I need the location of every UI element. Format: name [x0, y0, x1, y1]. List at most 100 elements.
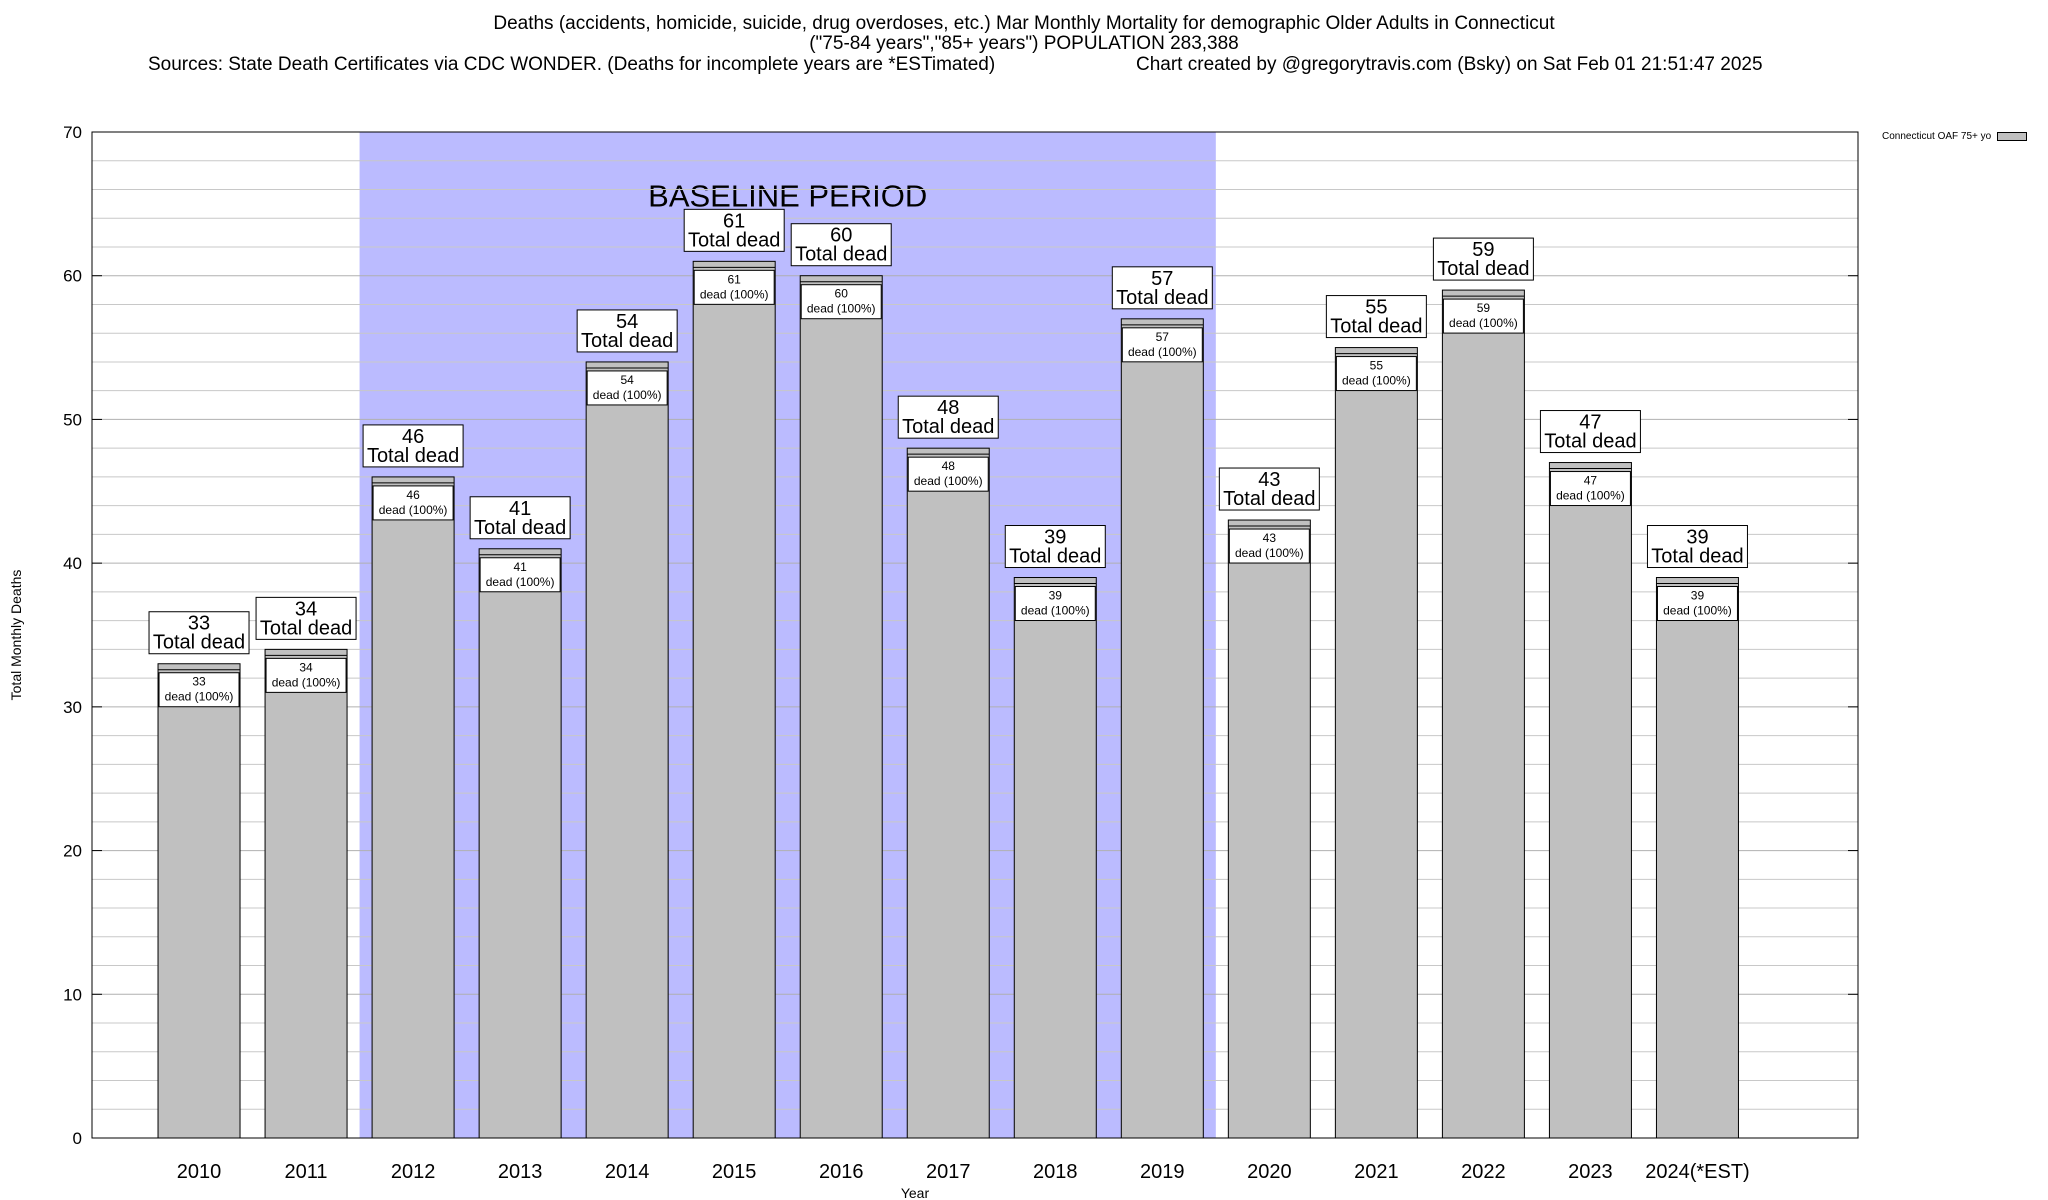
chart-title: Deaths (accidents, homicide, suicide, dr…: [493, 13, 1555, 34]
inner-label-value: 46: [406, 488, 420, 502]
total-label-box: [1646, 525, 1748, 569]
x-tick-label: 2013: [498, 1161, 543, 1183]
total-label-text: Total dead: [795, 244, 887, 266]
x-tick-label: 2023: [1568, 1161, 1613, 1183]
inner-label-value: 39: [1049, 589, 1063, 603]
bar-2020: [1227, 519, 1311, 1139]
inner-label-text: dead (100%): [379, 503, 448, 517]
inner-label-box: [586, 370, 668, 406]
total-label-text: Total dead: [1437, 258, 1529, 280]
inner-label-box: [693, 269, 775, 305]
inner-label-value: 55: [1370, 359, 1384, 373]
chart-subtitle: ("75-84 years","85+ years") POPULATION 2…: [809, 33, 1239, 54]
x-tick-label: 2015: [712, 1161, 757, 1183]
x-tick-label: 2024(*EST): [1645, 1161, 1750, 1183]
x-tick-label: 2019: [1140, 1161, 1185, 1183]
total-label-value: 55: [1365, 297, 1387, 319]
total-label-value: 34: [295, 598, 317, 620]
bar-2019: [1120, 318, 1204, 1139]
total-label-text: Total dead: [1116, 287, 1208, 309]
inner-label-box: [907, 456, 989, 492]
bar-2021: [1334, 347, 1418, 1139]
inner-label-value: 47: [1584, 474, 1598, 488]
bar-2012: [371, 476, 455, 1139]
bar-2010: [157, 663, 241, 1139]
legend-label: Connecticut OAF 75+ yo: [1882, 131, 1992, 142]
y-axis-title: Total Monthly Deaths: [8, 570, 24, 701]
bar-2016: [799, 275, 883, 1139]
total-label-box: [1218, 467, 1320, 511]
inner-label-value: 34: [299, 660, 313, 674]
total-label-box: [790, 223, 892, 267]
inner-label-text: dead (100%): [486, 575, 555, 589]
inner-label-box: [265, 657, 347, 693]
x-tick-label: 2017: [926, 1161, 971, 1183]
inner-label-box: [372, 485, 454, 521]
y-tick-label: 10: [63, 985, 82, 1004]
chart-title-block: Deaths (accidents, homicide, suicide, dr…: [0, 14, 2048, 54]
x-tick-label: 2010: [177, 1161, 222, 1183]
inner-label-value: 59: [1477, 301, 1491, 315]
total-label-box: [148, 611, 250, 655]
chart-credit: Chart created by @gregorytravis.com (Bsk…: [1136, 54, 1763, 75]
total-label-value: 59: [1472, 239, 1494, 261]
inner-label-text: dead (100%): [1449, 316, 1518, 330]
inner-label-box: [1656, 586, 1738, 622]
total-label-box: [576, 309, 678, 353]
inner-label-text: dead (100%): [1663, 604, 1732, 618]
total-label-box: [1004, 525, 1106, 569]
bar-2022: [1441, 289, 1525, 1139]
inner-label-text: dead (100%): [1342, 374, 1411, 388]
inner-label-box: [479, 557, 561, 593]
total-label-text: Total dead: [1009, 546, 1101, 568]
bar-2013: [478, 548, 562, 1139]
inner-label-text: dead (100%): [914, 474, 983, 488]
bar-2015: [692, 260, 776, 1139]
total-label-text: Total dead: [474, 517, 566, 539]
total-label-value: 61: [723, 210, 745, 232]
total-label-value: 47: [1579, 412, 1601, 434]
total-label-box: [683, 208, 785, 252]
y-tick-label: 70: [63, 123, 82, 142]
total-label-text: Total dead: [1651, 546, 1743, 568]
x-tick-label: 2020: [1247, 1161, 1292, 1183]
inner-label-value: 39: [1691, 589, 1705, 603]
x-tick-label: 2014: [605, 1161, 650, 1183]
inner-label-value: 57: [1156, 330, 1170, 344]
inner-label-box: [1335, 356, 1417, 392]
bar-2014: [585, 361, 669, 1139]
total-label-box: [362, 424, 464, 468]
total-label-value: 60: [830, 225, 852, 247]
total-label-text: Total dead: [1330, 316, 1422, 338]
total-label-text: Total dead: [1544, 431, 1636, 453]
x-tick-label: 2018: [1033, 1161, 1078, 1183]
inner-label-text: dead (100%): [272, 675, 341, 689]
x-tick-label: 2021: [1354, 1161, 1399, 1183]
y-tick-label: 50: [63, 410, 82, 429]
total-label-box: [897, 395, 999, 439]
total-label-box: [1539, 410, 1641, 454]
total-label-value: 54: [616, 311, 638, 333]
bar-2023: [1548, 462, 1632, 1139]
inner-label-box: [800, 284, 882, 320]
bar-2024(*EST): [1655, 577, 1739, 1139]
bar-2018: [1013, 577, 1097, 1139]
inner-label-text: dead (100%): [593, 388, 662, 402]
inner-label-box: [158, 672, 240, 708]
total-label-value: 46: [402, 426, 424, 448]
inner-label-box: [1121, 327, 1203, 363]
total-label-value: 48: [937, 397, 959, 419]
x-tick-label: 2016: [819, 1161, 864, 1183]
inner-label-value: 61: [728, 272, 742, 286]
inner-label-value: 54: [620, 373, 634, 387]
y-tick-label: 40: [63, 554, 82, 573]
total-label-text: Total dead: [581, 330, 673, 352]
y-tick-label: 0: [73, 1129, 82, 1148]
total-label-text: Total dead: [367, 445, 459, 467]
x-tick-label: 2011: [285, 1161, 328, 1183]
total-label-value: 57: [1151, 268, 1173, 290]
inner-label-text: dead (100%): [700, 287, 769, 301]
inner-label-text: dead (100%): [807, 302, 876, 316]
total-label-value: 33: [188, 613, 210, 635]
